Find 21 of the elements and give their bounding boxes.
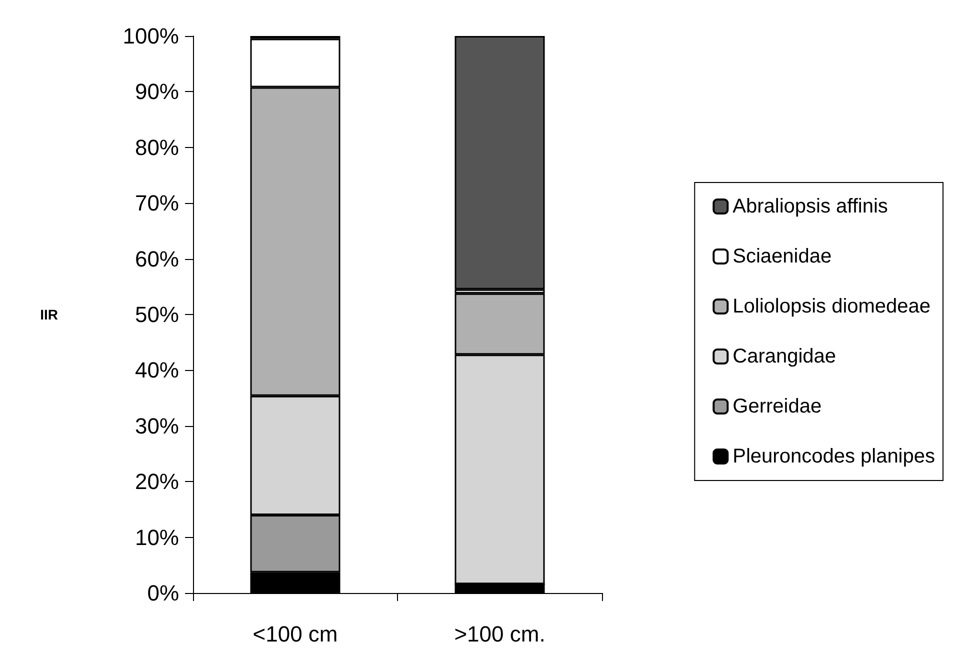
y-tick-label: 20% [134,469,179,494]
y-axis-title: IIR [40,306,58,322]
y-tick-label: 30% [134,413,179,438]
legend-label: Sciaenidae [732,246,832,268]
y-tick-label: 80% [134,134,179,160]
y-tick-label: 10% [134,524,179,550]
legend-label: Gerreidae [732,396,822,418]
legend-label: Abraliopsis affinis [732,196,888,218]
y-tick-label: 70% [134,190,179,216]
y-tick-label: 0% [147,580,179,606]
y-tick-label: 60% [134,246,179,272]
y-tick-label: 100% [122,24,179,48]
x-tick-label: >100 cm. [454,622,546,646]
legend-label: Carangidae [732,346,836,368]
y-tick-label: 50% [134,302,179,327]
legend-label: Pleuroncodes planipes [732,446,936,468]
y-tick-label: 90% [134,79,179,104]
y-tick-label: 40% [134,358,179,383]
bar [454,36,545,290]
x-tick-label: <100 cm [252,622,338,646]
legend-label: Loliolopsis diomedeae [732,296,931,318]
